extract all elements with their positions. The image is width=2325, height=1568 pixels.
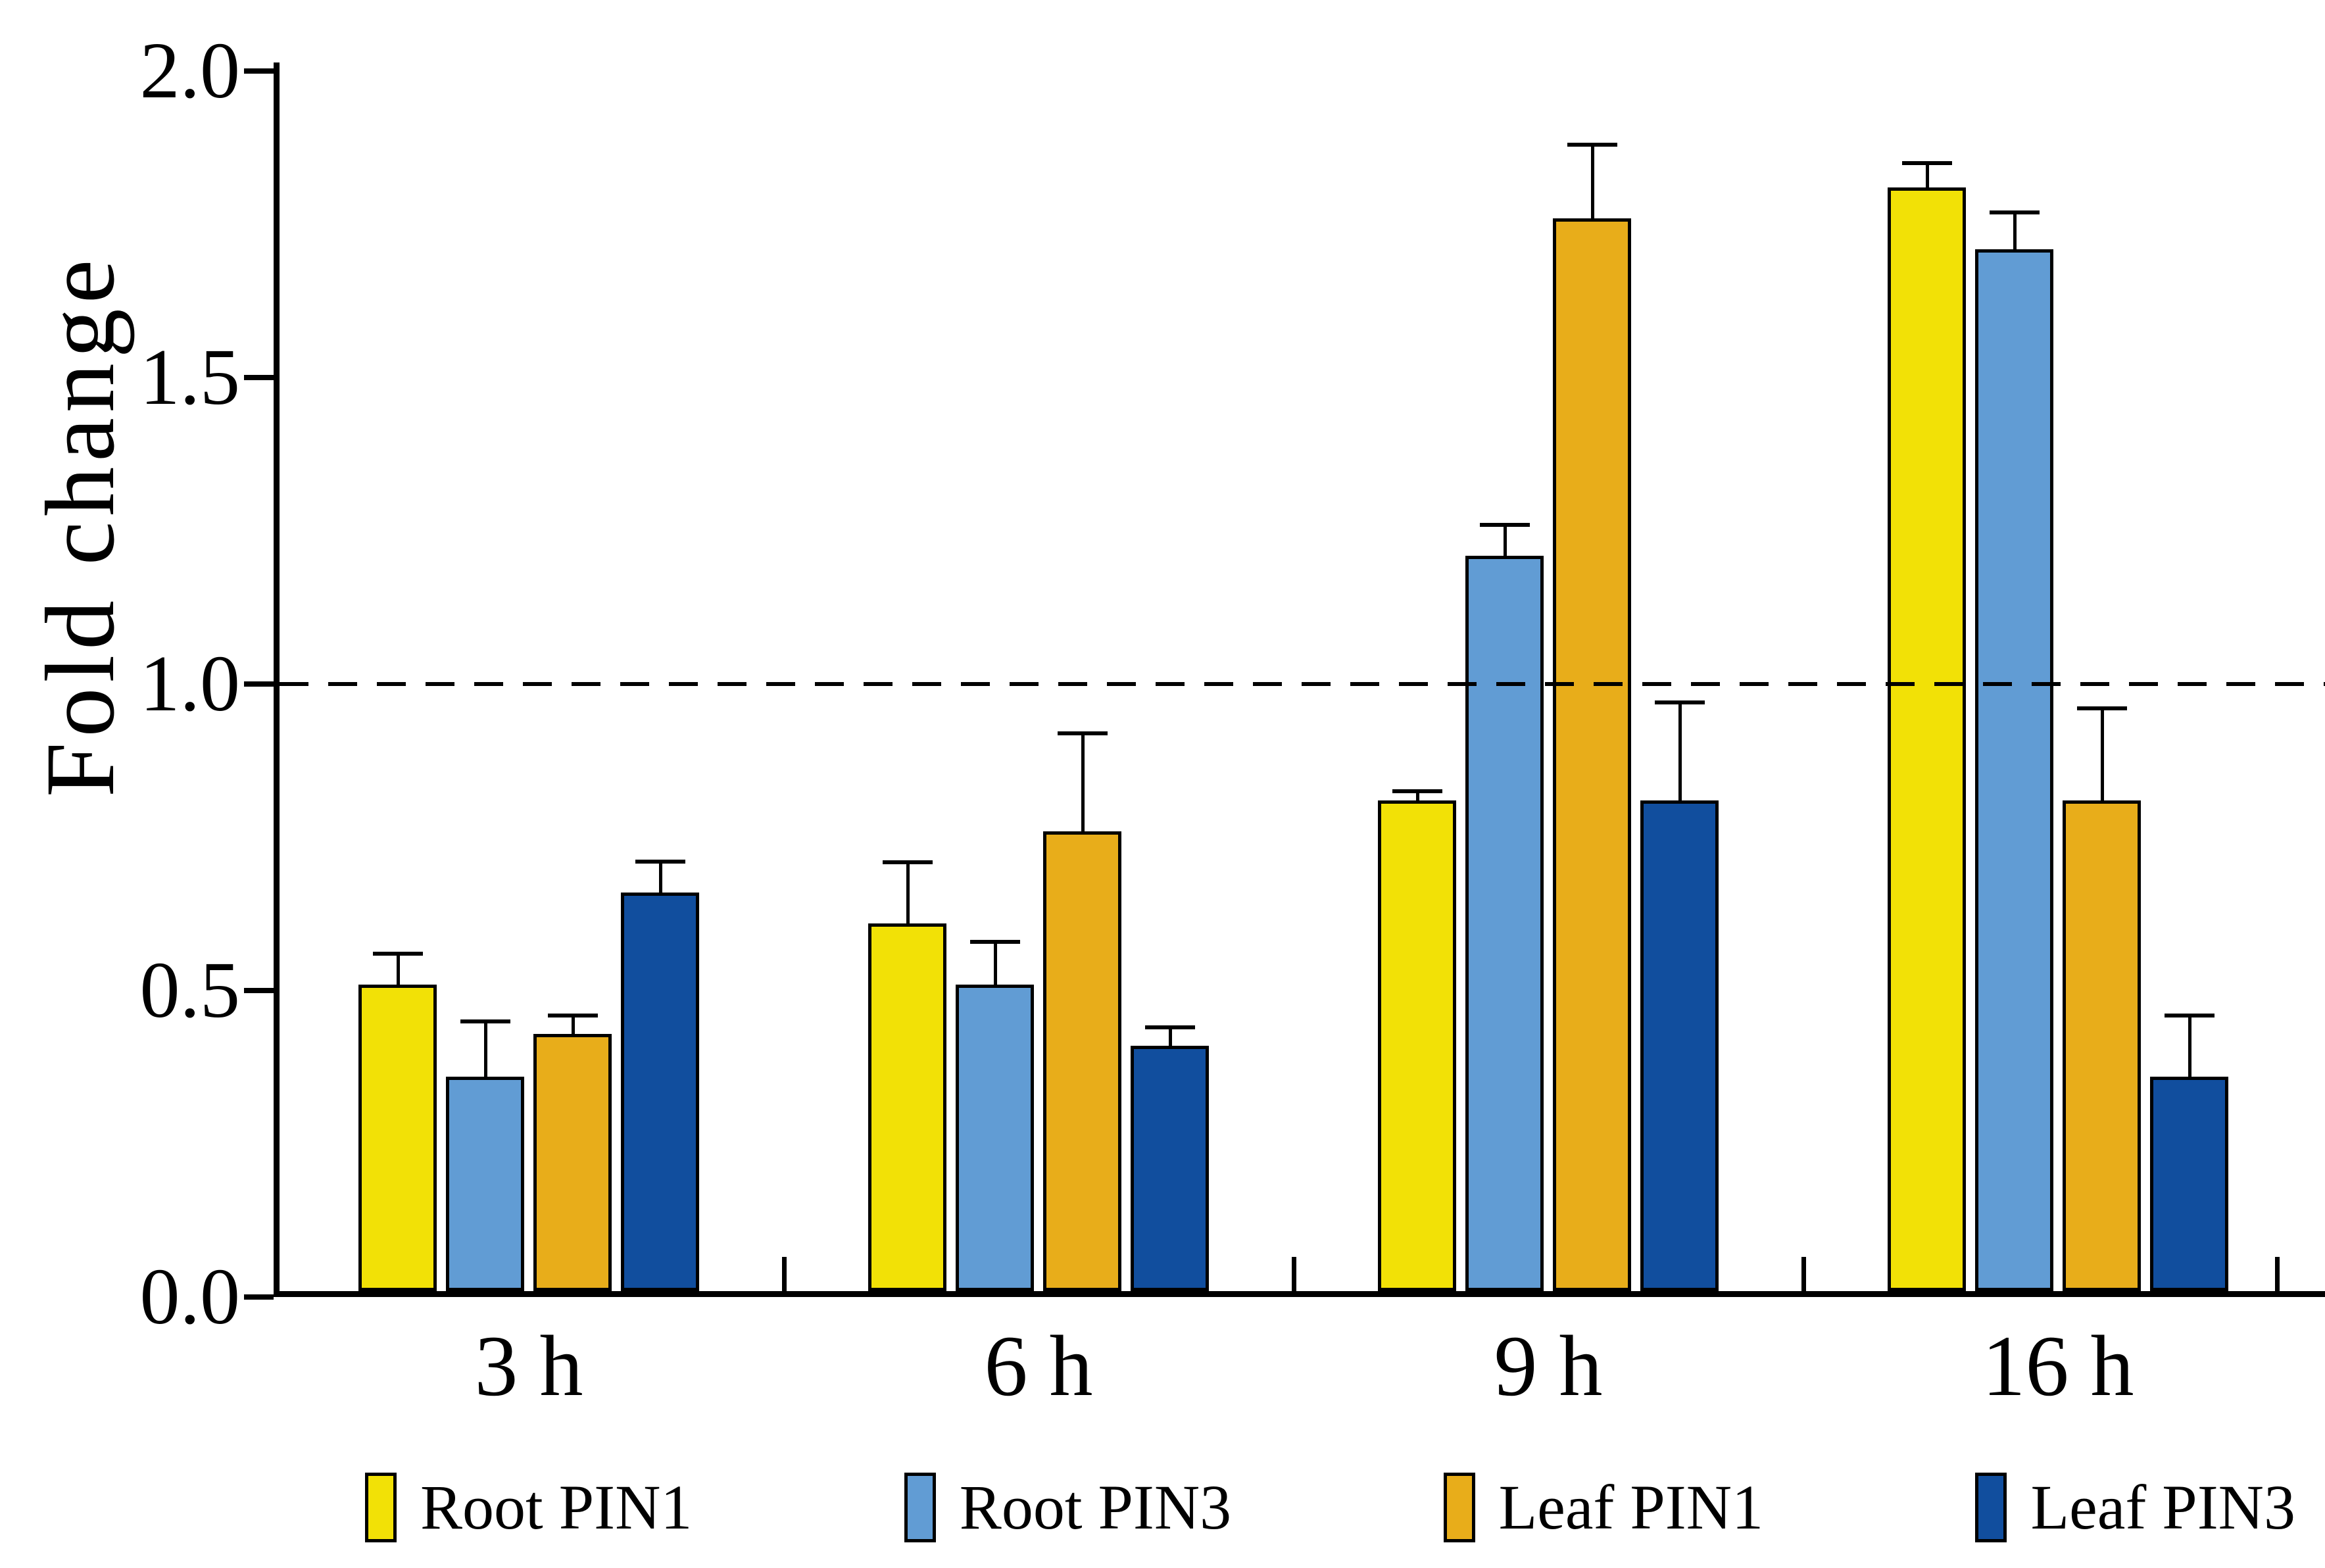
- x-group-separator-tick: [1291, 1257, 1296, 1291]
- error-bar-stem: [993, 942, 997, 985]
- error-bar-stem: [396, 954, 400, 985]
- y-tick-label-0.0: 0.0: [139, 1252, 241, 1341]
- error-bar-cap: [1057, 731, 1108, 735]
- legend-swatch-root-pin3: [904, 1473, 936, 1542]
- y-tick-label-1.5: 1.5: [139, 333, 241, 422]
- y-tick-2.0: [244, 68, 274, 74]
- error-bar-cap: [1479, 523, 1530, 527]
- error-bar-cap: [372, 952, 423, 956]
- bar-root-pin3-6h: [956, 985, 1034, 1291]
- legend-label: Leaf PIN1: [1498, 1472, 1764, 1542]
- x-label-16h: 16 h: [1982, 1317, 2134, 1414]
- legend-item-root-pin3: Root PIN3: [904, 1473, 1231, 1542]
- error-bar-cap: [1901, 161, 1952, 165]
- bar-leaf-pin1-9h: [1553, 218, 1631, 1291]
- error-bar-stem: [571, 1016, 575, 1034]
- legend-swatch-root-pin1: [365, 1473, 397, 1542]
- error-bar-stem: [1925, 163, 1929, 187]
- bar-leaf-pin1-6h: [1043, 831, 1121, 1291]
- bar-leaf-pin1-16h: [2063, 800, 2141, 1291]
- error-bar-stem: [1590, 145, 1594, 218]
- bar-leaf-pin3-3h: [621, 893, 699, 1291]
- error-bar-cap: [460, 1019, 510, 1023]
- legend: Root PIN1 Root PIN3 Leaf PIN1 Leaf PIN3: [365, 1471, 2295, 1544]
- bar-leaf-pin1-3h: [533, 1034, 612, 1291]
- legend-item-leaf-pin3: Leaf PIN3: [1975, 1473, 2295, 1542]
- error-bar-cap: [1989, 210, 2040, 214]
- x-label-3h: 3 h: [474, 1317, 583, 1414]
- error-bar-stem: [1081, 733, 1085, 831]
- bar-leaf-pin3-16h: [2150, 1077, 2228, 1291]
- error-bar-cap: [2076, 706, 2127, 710]
- bar-root-pin3-9h: [1465, 556, 1544, 1291]
- bar-root-pin1-9h: [1378, 800, 1456, 1291]
- y-tick-label-0.5: 0.5: [139, 946, 241, 1035]
- y-tick-0.5: [244, 988, 274, 993]
- bar-leaf-pin3-6h: [1131, 1046, 1209, 1291]
- error-bar-stem: [1678, 702, 1682, 800]
- bar-root-pin3-16h: [1975, 249, 2053, 1291]
- legend-swatch-leaf-pin1: [1443, 1473, 1475, 1542]
- error-bar-stem: [1503, 525, 1507, 556]
- bar-root-pin1-3h: [358, 985, 437, 1291]
- legend-item-leaf-pin1: Leaf PIN1: [1443, 1472, 1764, 1542]
- bar-root-pin3-3h: [446, 1077, 524, 1291]
- error-bar-cap: [1567, 143, 1617, 147]
- error-bar-stem: [2013, 212, 2017, 249]
- error-bar-stem: [658, 862, 662, 893]
- x-label-6h: 6 h: [984, 1317, 1093, 1414]
- error-bar-cap: [1392, 789, 1442, 793]
- legend-swatch-leaf-pin3: [1975, 1473, 2007, 1542]
- error-bar-stem: [2188, 1016, 2191, 1077]
- error-bar-stem: [483, 1021, 487, 1077]
- error-bar-stem: [1415, 791, 1419, 800]
- error-bar-stem: [906, 862, 910, 923]
- x-group-separator-tick: [1801, 1257, 1806, 1291]
- legend-label: Leaf PIN3: [2030, 1472, 2295, 1542]
- error-bar-stem: [1168, 1027, 1172, 1046]
- error-bar-stem: [2100, 708, 2104, 800]
- x-group-separator-tick: [2274, 1257, 2280, 1291]
- error-bar-cap: [635, 860, 685, 864]
- error-bar-cap: [969, 940, 1020, 944]
- error-bar-cap: [1654, 700, 1705, 704]
- bar-leaf-pin3-9h: [1640, 800, 1719, 1291]
- bar-root-pin1-6h: [868, 923, 946, 1291]
- error-bar-cap: [2164, 1014, 2215, 1017]
- y-tick-0.0: [244, 1294, 274, 1300]
- reference-line-fold-change-1: [280, 682, 2325, 686]
- y-tick-1.5: [244, 375, 274, 380]
- y-tick-1.0: [244, 681, 274, 687]
- legend-label: Root PIN1: [420, 1472, 693, 1542]
- bar-root-pin1-16h: [1888, 187, 1966, 1291]
- x-group-separator-tick: [781, 1257, 787, 1291]
- legend-item-root-pin1: Root PIN1: [365, 1473, 692, 1542]
- error-bar-cap: [1144, 1025, 1195, 1029]
- x-label-9h: 9 h: [1494, 1317, 1603, 1414]
- legend-label: Root PIN3: [959, 1472, 1232, 1542]
- y-tick-label-2.0: 2.0: [139, 26, 241, 115]
- error-bar-cap: [547, 1014, 598, 1017]
- y-tick-label-1.0: 1.0: [139, 639, 241, 728]
- error-bar-cap: [882, 860, 933, 864]
- plot-area: [274, 62, 2325, 1297]
